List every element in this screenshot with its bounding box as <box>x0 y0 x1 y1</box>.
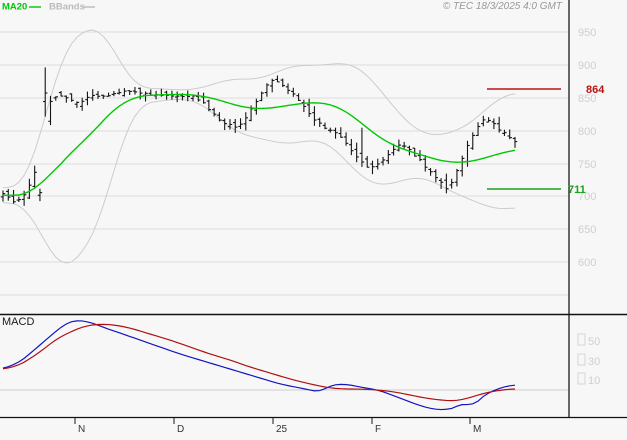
svg-text:950: 950 <box>578 27 596 39</box>
svg-text:N: N <box>78 424 85 435</box>
svg-text:F: F <box>375 424 381 435</box>
svg-text:10: 10 <box>588 375 600 387</box>
svg-text:600: 600 <box>578 257 596 269</box>
svg-text:© TEC 18/3/2025 4:0 GMT: © TEC 18/3/2025 4:0 GMT <box>443 1 563 12</box>
svg-text:M: M <box>473 424 481 435</box>
svg-text:900: 900 <box>578 60 596 72</box>
svg-text:MACD: MACD <box>2 316 34 328</box>
svg-text:650: 650 <box>578 224 596 236</box>
svg-text:BBands: BBands <box>49 2 85 13</box>
svg-text:864: 864 <box>586 84 605 96</box>
svg-text:30: 30 <box>588 356 600 368</box>
svg-text:750: 750 <box>578 159 596 171</box>
svg-text:D: D <box>177 424 184 435</box>
svg-text:50: 50 <box>588 336 600 348</box>
svg-text:MA20: MA20 <box>2 2 27 13</box>
svg-text:25: 25 <box>276 424 288 435</box>
svg-text:800: 800 <box>578 126 596 138</box>
svg-text:711: 711 <box>568 184 586 196</box>
